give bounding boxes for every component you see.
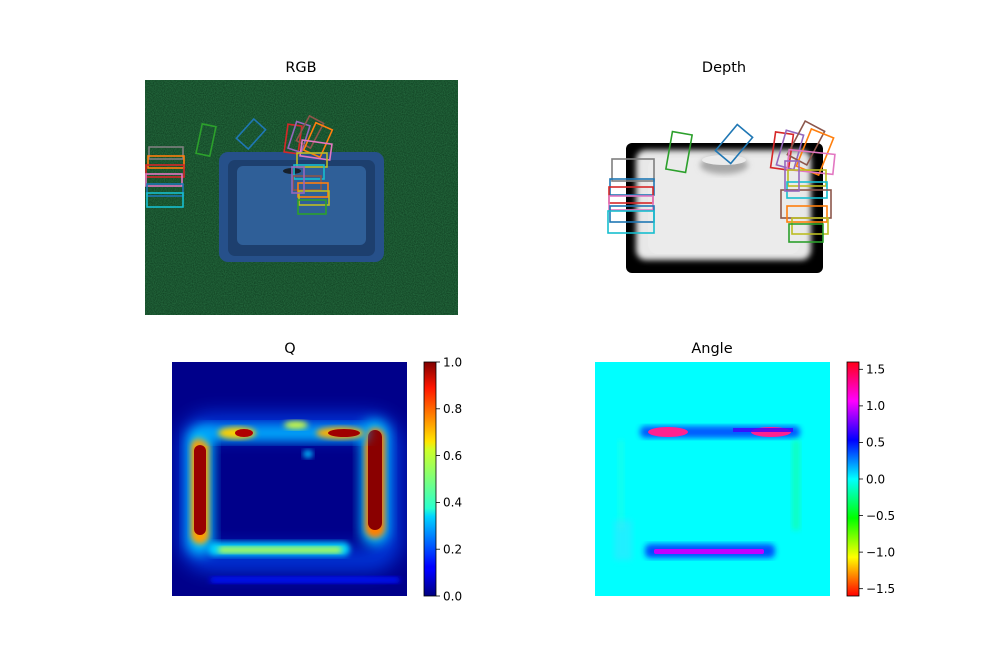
rgb-panel: RGB bbox=[145, 60, 458, 315]
rgb-grasp-rect bbox=[148, 146, 184, 160]
depth-grasp-rect bbox=[786, 148, 836, 176]
angle-colorbar-tick-label: 0.5 bbox=[866, 436, 885, 450]
depth-title: Depth bbox=[702, 60, 746, 76]
angle-colorbar-tick-label: −0.5 bbox=[866, 509, 895, 523]
q-colorbar-tick-label: 0.2 bbox=[443, 543, 462, 557]
rgb-grasp-rect bbox=[146, 192, 184, 208]
rgb-grasp-rect bbox=[145, 164, 185, 178]
rgb-grasp-rectangles bbox=[145, 114, 334, 215]
depth-grasp-rect bbox=[791, 217, 829, 235]
rgb-grasp-rect bbox=[291, 166, 305, 194]
depth-grasp-rect bbox=[664, 130, 694, 174]
angle-colorbar bbox=[846, 361, 860, 597]
q-heatmap bbox=[172, 362, 407, 596]
q-colorbar-ticks: 0.0 0.2 0.4 0.6 0.8 1.0 bbox=[436, 355, 462, 603]
rgb-grasp-rect bbox=[295, 114, 325, 150]
rgb-grasp-rect bbox=[146, 183, 184, 197]
rgb-grasp-rect bbox=[297, 182, 329, 198]
angle-colorbar-tick-label: 0.0 bbox=[866, 472, 885, 486]
q-colorbar-tick-label: 0.6 bbox=[443, 449, 462, 463]
rgb-grasp-rect bbox=[145, 173, 183, 187]
depth-grasp-rect bbox=[607, 210, 655, 234]
depth-grasp-rect bbox=[769, 131, 795, 171]
rgb-grasp-rect bbox=[235, 117, 267, 151]
rgb-grasp-rect bbox=[298, 190, 330, 206]
depth-panel: Depth bbox=[607, 60, 836, 273]
q-colorbar-tick-label: 0.0 bbox=[443, 589, 462, 603]
angle-colorbar-tick-label: 1.5 bbox=[866, 363, 885, 377]
depth-grasp-rect bbox=[786, 205, 828, 223]
depth-grasp-rect bbox=[788, 223, 824, 243]
rgb-grasp-rect bbox=[147, 155, 185, 169]
depth-grasp-rect bbox=[714, 123, 754, 165]
q-colorbar bbox=[423, 361, 437, 597]
depth-grasp-rect bbox=[784, 160, 800, 192]
depth-grasp-rect bbox=[608, 186, 654, 204]
q-colorbar-tick-label: 0.4 bbox=[443, 496, 462, 510]
depth-grasp-rect bbox=[786, 119, 826, 167]
angle-panel: Angle −1.5 −1.0 −0.5 0.0 0.5 1.0 1.5 bbox=[595, 341, 895, 597]
rgb-title: RGB bbox=[285, 60, 316, 76]
depth-image bbox=[626, 143, 823, 273]
depth-grasp-rect bbox=[787, 169, 827, 187]
rgb-grasp-rect bbox=[296, 152, 328, 168]
rgb-grasp-rect bbox=[293, 164, 325, 180]
rgb-grasp-rect bbox=[287, 120, 311, 154]
depth-grasp-rectangles bbox=[607, 119, 836, 243]
angle-heatmap bbox=[595, 362, 830, 596]
q-colorbar-tick-label: 0.8 bbox=[443, 402, 462, 416]
angle-title: Angle bbox=[691, 341, 732, 357]
angle-colorbar-tick-label: −1.5 bbox=[866, 582, 895, 596]
angle-colorbar-tick-label: 1.0 bbox=[866, 399, 885, 413]
q-colorbar-tick-label: 1.0 bbox=[443, 355, 462, 369]
angle-colorbar-ticks: −1.5 −1.0 −0.5 0.0 0.5 1.0 1.5 bbox=[859, 363, 895, 596]
rgb-grasp-rect bbox=[195, 122, 217, 158]
angle-colorbar-tick-label: −1.0 bbox=[866, 545, 895, 559]
depth-grasp-rect bbox=[608, 195, 654, 211]
q-title: Q bbox=[284, 341, 295, 357]
rgb-grasp-rect bbox=[299, 139, 333, 161]
depth-grasp-rect bbox=[611, 158, 655, 182]
q-panel: Q 0.00.20.40.60 bbox=[172, 341, 462, 603]
rgb-grasp-rect bbox=[297, 199, 327, 215]
